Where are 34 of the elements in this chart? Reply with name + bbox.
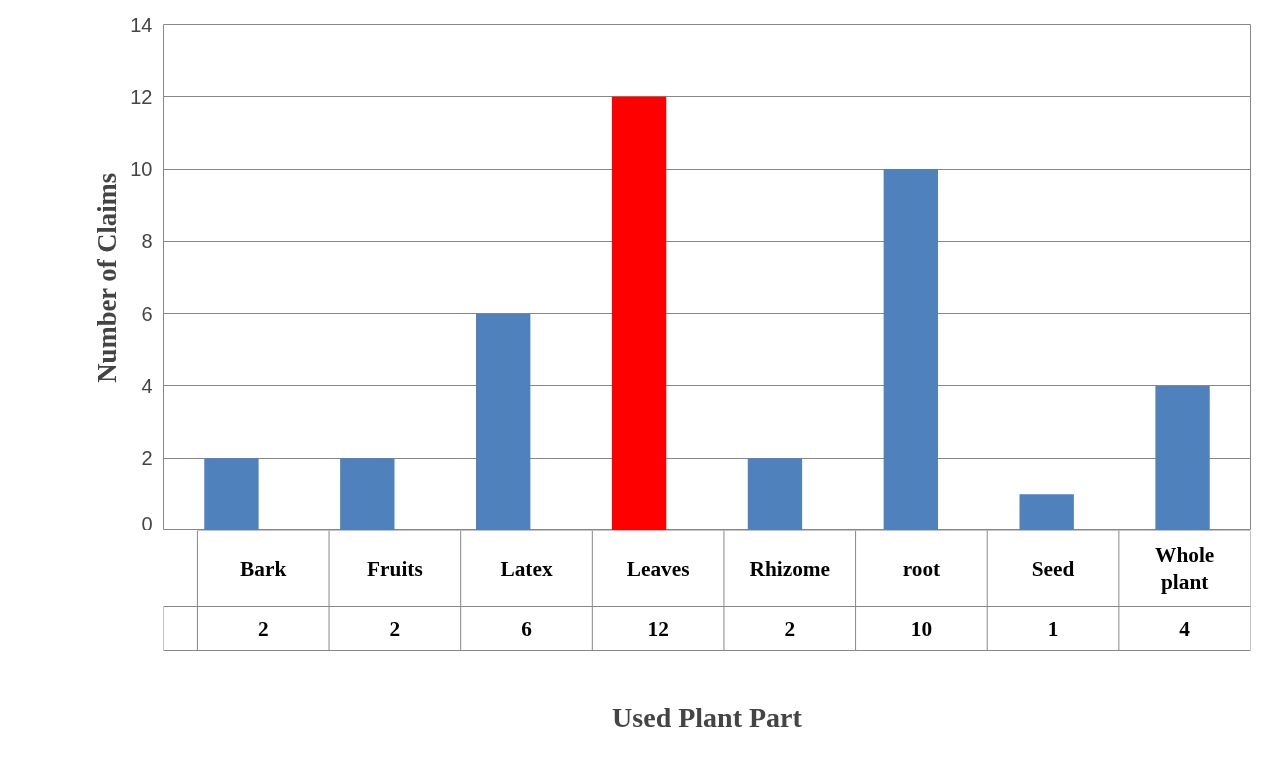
x-tick-label: Rhizome: [749, 556, 831, 581]
bar: [747, 458, 803, 530]
y-tick-label: 2: [141, 447, 153, 470]
y-tick-label: 8: [141, 230, 153, 253]
x-tick-label: Fruits: [367, 556, 423, 581]
bar: [1019, 494, 1074, 530]
bar: [204, 458, 259, 530]
data-label: 2: [257, 616, 269, 641]
bar: [340, 458, 395, 530]
y-tick-label: 10: [130, 158, 153, 181]
bar: [883, 169, 938, 530]
data-label: 10: [910, 616, 933, 641]
data-label: 1: [1047, 616, 1059, 641]
data-label: 2: [389, 616, 401, 641]
bar: [1155, 385, 1210, 530]
y-tick-label: 14: [130, 13, 153, 36]
y-axis-title: Number of Claims: [92, 172, 123, 383]
x-tick-label: root: [902, 556, 942, 581]
x-tick-label: Latex: [500, 556, 553, 581]
x-tick-label: Leaves: [626, 556, 690, 581]
bar: [611, 96, 667, 530]
y-tick-label: 4: [141, 374, 153, 397]
x-tick-label: Seed: [1031, 556, 1075, 581]
data-label: 12: [647, 616, 669, 641]
data-label: 4: [1179, 616, 1191, 641]
bar: [476, 313, 531, 530]
x-tick-label: Whole plant: [1155, 543, 1215, 594]
data-label: 2: [784, 616, 796, 641]
y-tick-label: 12: [130, 85, 153, 108]
y-tick-label: 0: [141, 512, 153, 535]
x-tick-label: Bark: [240, 556, 287, 581]
y-tick-label: 6: [141, 302, 153, 325]
x-axis-title: Used Plant Part: [612, 701, 803, 733]
data-label: 6: [521, 616, 533, 641]
